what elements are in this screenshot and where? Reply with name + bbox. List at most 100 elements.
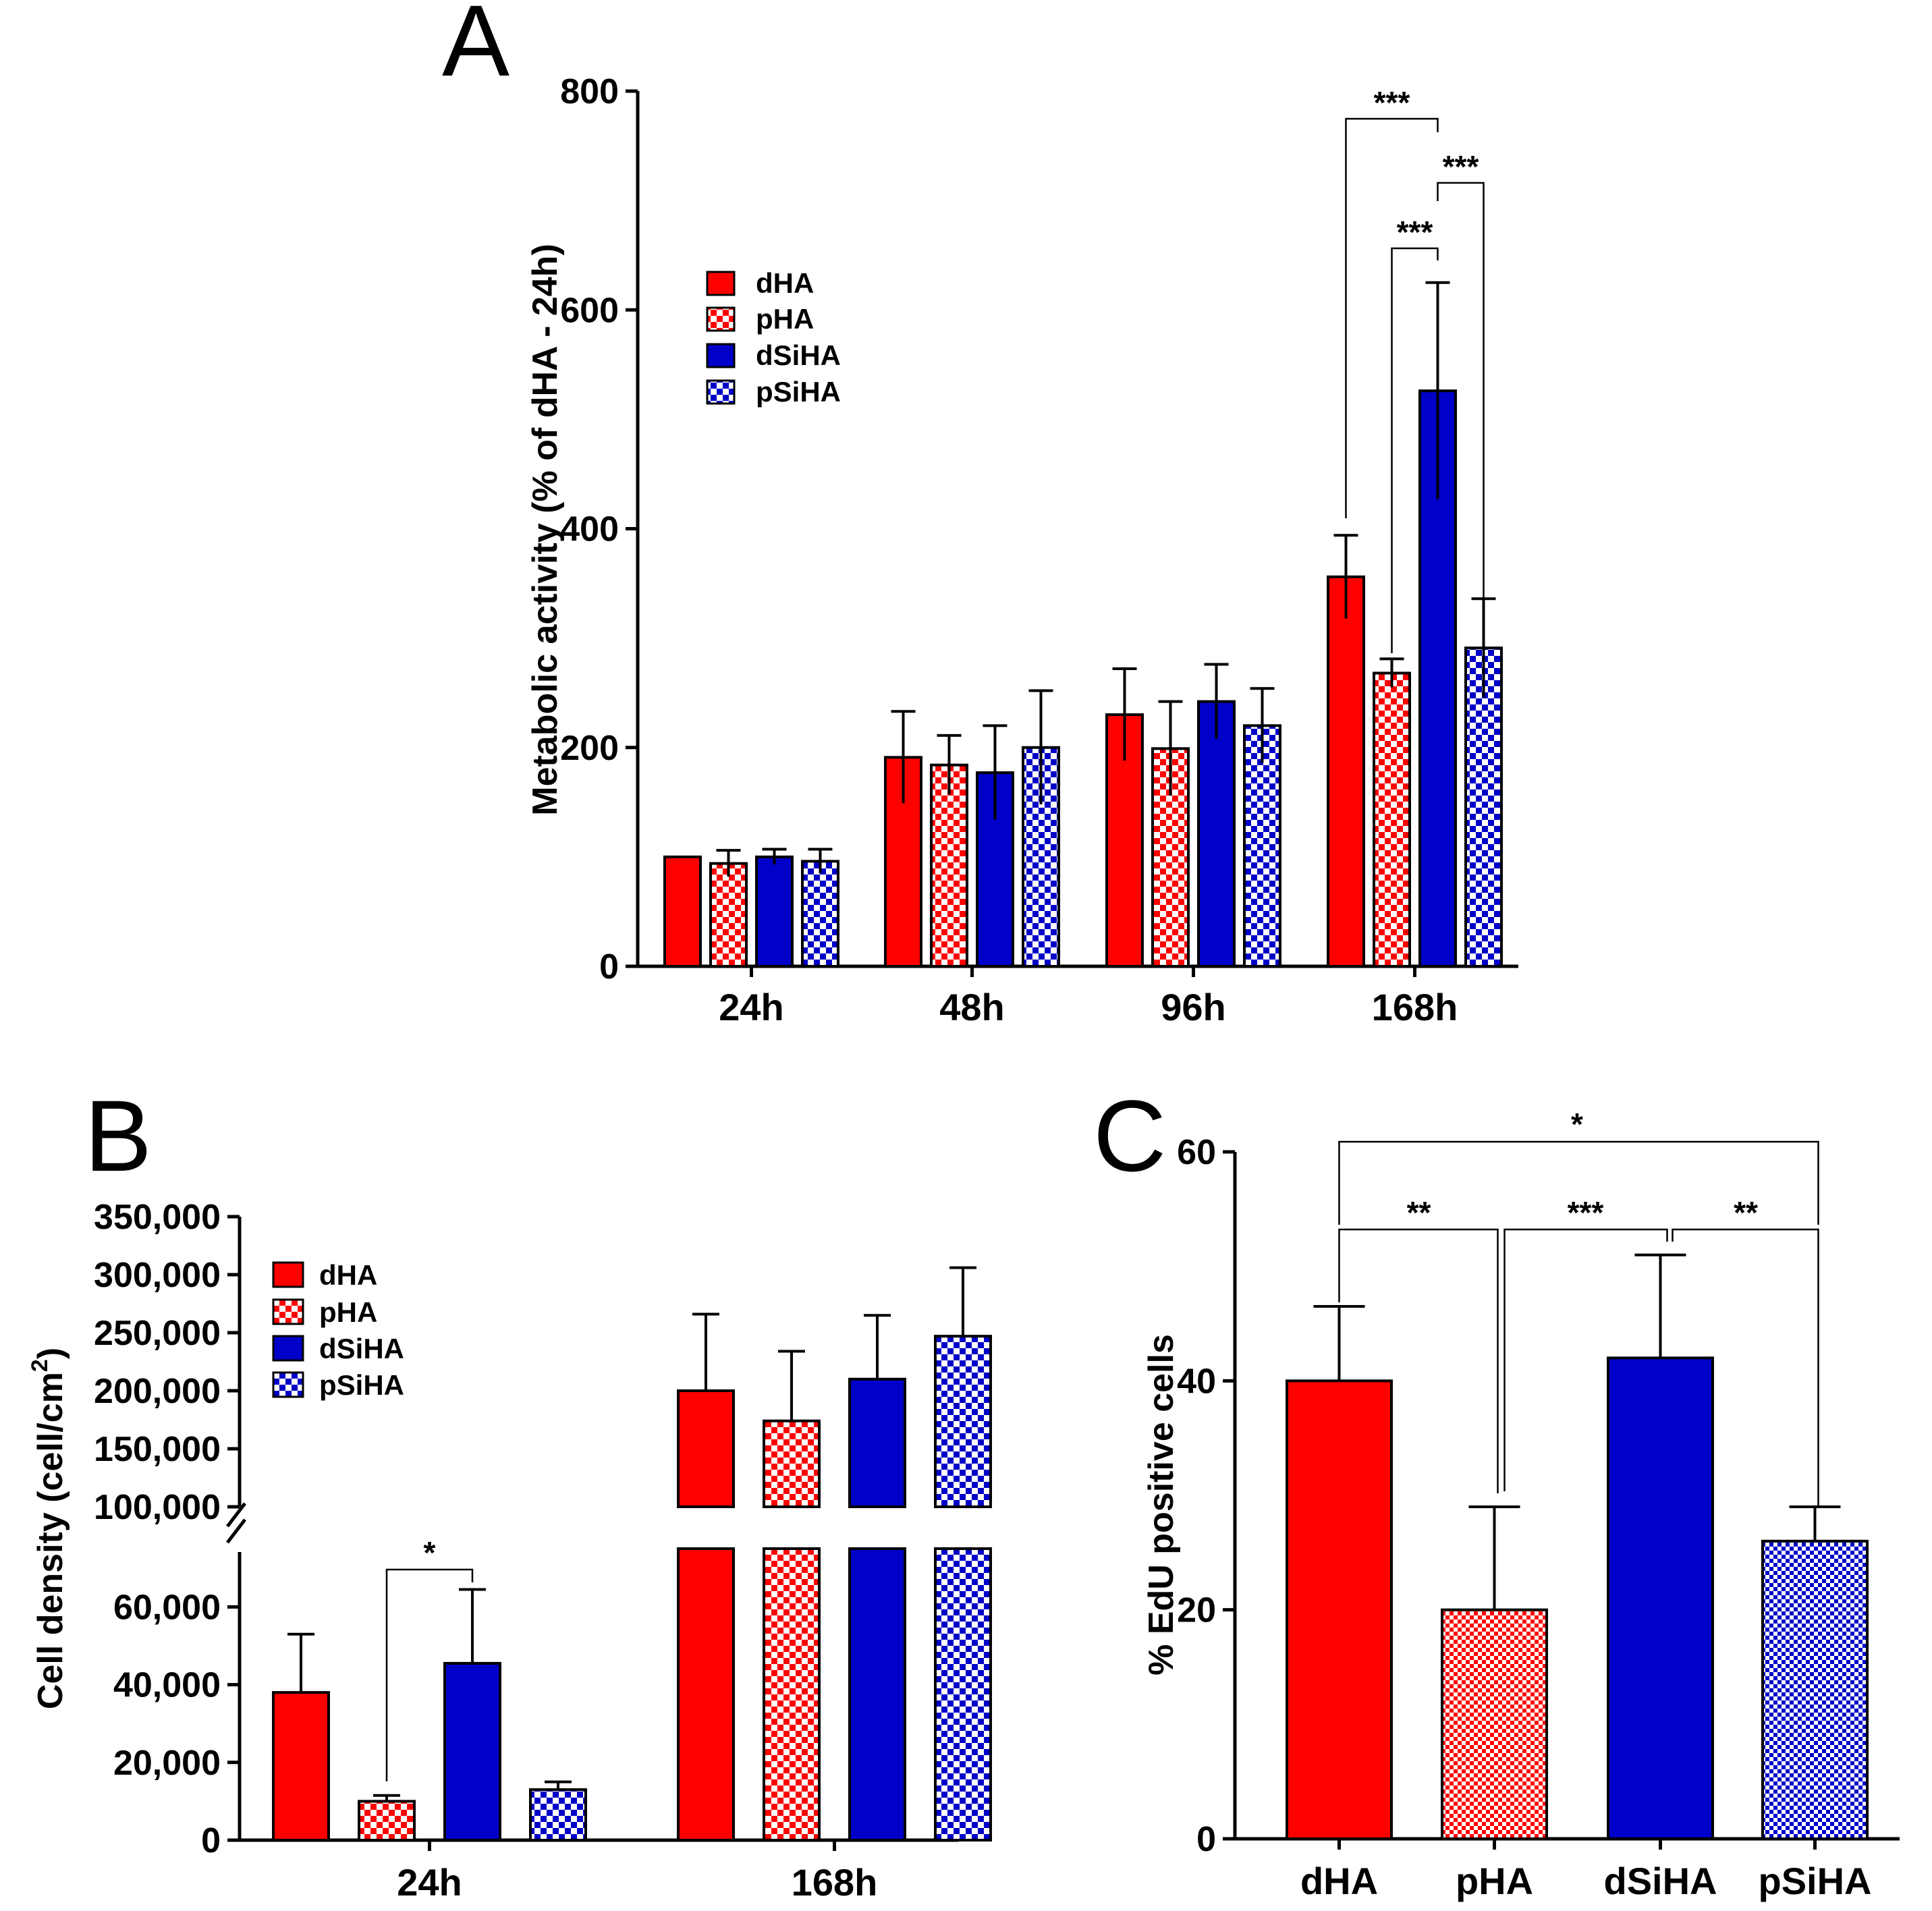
y-tick-label: 600 xyxy=(560,291,619,330)
sig-bracket-1 xyxy=(1345,117,1439,518)
sig-bracket-1-label: ** xyxy=(1407,1195,1431,1230)
sig-bracket-2-label: *** xyxy=(1443,149,1479,184)
bar-pSiHA-168h-upper xyxy=(934,1335,992,1509)
legend-label-pSiHA: pSiHA xyxy=(319,1369,404,1401)
y-tick-label: 350,000 xyxy=(94,1198,221,1237)
bar-dSiHA-24h xyxy=(755,855,794,968)
y-tick-label: 40 xyxy=(1177,1362,1216,1401)
y-tick-label: 0 xyxy=(1196,1820,1216,1859)
x-tick-label: dSiHA xyxy=(1604,1860,1717,1902)
bar-dHA-48h xyxy=(884,756,922,968)
sig-bracket-1 xyxy=(385,1568,474,1781)
y-tick-label: 200 xyxy=(560,729,619,768)
bar-dHA-168h-lower xyxy=(677,1547,735,1841)
bar-pHA-168h xyxy=(1373,671,1411,968)
bar-dHA xyxy=(1286,1379,1393,1841)
y-tick-label: 250,000 xyxy=(94,1314,221,1353)
bar-pSiHA-24h xyxy=(801,860,839,968)
y-tick-label: 40,000 xyxy=(113,1666,221,1705)
legend-swatch-pHA xyxy=(706,306,736,332)
y-tick-label: 20 xyxy=(1177,1591,1216,1630)
x-tick-label: 24h xyxy=(719,986,784,1028)
y-tick-label: 20,000 xyxy=(113,1744,221,1783)
legend-swatch-pHA xyxy=(272,1298,304,1325)
sig-bracket-4 xyxy=(1338,1140,1819,1225)
bar-pHA xyxy=(1441,1608,1548,1841)
legend-label-pHA: pHA xyxy=(319,1296,377,1328)
panel-a: A 0 200 400 600 800 Metabolic activity (% of d… xyxy=(442,0,1518,1028)
y-tick-label: 150,000 xyxy=(94,1430,221,1469)
x-tick-label: pHA xyxy=(1456,1860,1533,1902)
sig-bracket-3 xyxy=(1391,247,1439,653)
bar-pSiHA-96h xyxy=(1243,724,1281,968)
x-tick-label: 24h xyxy=(397,1861,462,1904)
sig-bracket-3 xyxy=(1672,1228,1819,1508)
bar-dSiHA xyxy=(1607,1356,1714,1840)
bar-pSiHA-168h xyxy=(1464,646,1503,968)
bar-pHA-24h xyxy=(358,1800,416,1841)
bar-dSiHA-168h-upper xyxy=(848,1377,906,1509)
legend-label-pHA: pHA xyxy=(756,303,814,335)
legend-swatch-pSiHA xyxy=(272,1371,304,1398)
bar-dHA-168h xyxy=(1327,575,1365,968)
panel-c: C 0 20 40 60 % EdU positive cells dHA pHA dSiHA p… xyxy=(1093,1079,1900,1902)
sig-bracket-4-label: * xyxy=(1571,1107,1583,1142)
sig-bracket-2-label: *** xyxy=(1568,1195,1604,1230)
x-tick-label: 48h xyxy=(939,986,1005,1028)
panel-b: B 0 20,000 40,000 60,000 100,000 150,000 200,00… xyxy=(27,1079,992,1904)
y-axis-label-sup: 2 xyxy=(27,1359,53,1372)
bar-pHA-168h-upper xyxy=(763,1419,821,1508)
x-tick-label: pSiHA xyxy=(1759,1860,1872,1902)
x-tick-label: 168h xyxy=(1372,986,1458,1028)
bar-dSiHA-24h xyxy=(443,1661,501,1841)
bar-pHA-24h xyxy=(709,862,748,968)
sig-bracket-2 xyxy=(1437,182,1485,614)
y-tick-label: 300,000 xyxy=(94,1256,221,1295)
sig-bracket-3-label: *** xyxy=(1397,215,1433,250)
axis-break-mark xyxy=(226,1502,246,1528)
y-axis-label: Cell density (cell/cm2) xyxy=(27,1348,70,1709)
y-axis-label: % EdU positive cells xyxy=(1142,1334,1181,1675)
y-tick-label: 100,000 xyxy=(94,1488,221,1527)
sig-bracket-1-label: *** xyxy=(1374,85,1410,120)
legend-swatch-dSiHA xyxy=(272,1335,304,1362)
bar-pHA-48h xyxy=(930,763,968,968)
y-tick-label: 60 xyxy=(1177,1133,1216,1172)
bar-pSiHA-168h-lower xyxy=(934,1547,992,1841)
bar-dHA-24h xyxy=(663,855,702,968)
legend-label-dSiHA: dSiHA xyxy=(319,1333,404,1364)
y-axis-label-end: ) xyxy=(31,1348,70,1359)
panel-letter: A xyxy=(442,0,509,97)
legend-label-dHA: dHA xyxy=(319,1259,377,1291)
legend-label-dHA: dHA xyxy=(756,267,814,299)
x-tick-label: 96h xyxy=(1161,986,1226,1028)
y-tick-label: 0 xyxy=(201,1821,221,1860)
bar-pHA-168h-lower xyxy=(763,1547,821,1841)
bar-pSiHA xyxy=(1761,1539,1869,1841)
sig-bracket-3-label: ** xyxy=(1734,1195,1758,1230)
y-tick-label: 400 xyxy=(560,510,619,549)
y-tick-label: 0 xyxy=(599,947,619,987)
y-axis-label: Metabolic activity (% of dHA - 24h) xyxy=(526,244,565,816)
legend-swatch-dHA xyxy=(706,271,736,296)
sig-bracket-1 xyxy=(1338,1228,1499,1493)
bar-dHA-24h xyxy=(272,1691,330,1842)
x-tick-label: dHA xyxy=(1300,1860,1378,1902)
sig-bracket-2 xyxy=(1503,1228,1668,1491)
sig-bracket-1-label: * xyxy=(424,1535,436,1570)
legend-swatch-pSiHA xyxy=(706,379,736,405)
axis-break-mark xyxy=(226,1518,246,1544)
y-tick-label: 800 xyxy=(560,72,619,111)
y-tick-label: 200,000 xyxy=(94,1372,221,1411)
bar-dHA-168h-upper xyxy=(677,1389,735,1508)
y-tick-label: 60,000 xyxy=(113,1588,221,1627)
panel-letter: C xyxy=(1093,1079,1166,1192)
x-tick-label: 168h xyxy=(792,1861,878,1904)
bar-dSiHA-168h-lower xyxy=(848,1547,906,1841)
legend-swatch-dSiHA xyxy=(706,343,736,368)
bar-pSiHA-24h xyxy=(529,1788,587,1842)
bar-dSiHA-96h xyxy=(1197,700,1236,968)
legend-label-dSiHA: dSiHA xyxy=(756,339,841,371)
legend-label-pSiHA: pSiHA xyxy=(756,376,841,408)
